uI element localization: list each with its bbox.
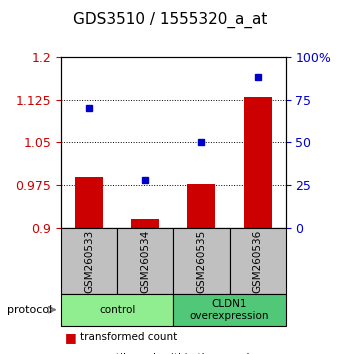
Text: GDS3510 / 1555320_a_at: GDS3510 / 1555320_a_at bbox=[73, 11, 267, 28]
Text: ■: ■ bbox=[65, 331, 76, 344]
Text: GSM260533: GSM260533 bbox=[84, 229, 94, 293]
Text: GSM260535: GSM260535 bbox=[197, 229, 206, 293]
Text: GSM260534: GSM260534 bbox=[140, 229, 150, 293]
Bar bbox=[243, 97, 272, 228]
Text: CLDN1
overexpression: CLDN1 overexpression bbox=[190, 299, 269, 321]
Text: ■: ■ bbox=[65, 352, 76, 354]
Text: transformed count: transformed count bbox=[80, 332, 177, 342]
Bar bbox=[187, 184, 216, 228]
Text: control: control bbox=[99, 305, 135, 315]
Text: percentile rank within the sample: percentile rank within the sample bbox=[80, 353, 256, 354]
Bar bbox=[75, 177, 103, 228]
Text: protocol: protocol bbox=[7, 305, 52, 315]
Bar bbox=[131, 219, 159, 228]
Text: GSM260536: GSM260536 bbox=[253, 229, 262, 293]
